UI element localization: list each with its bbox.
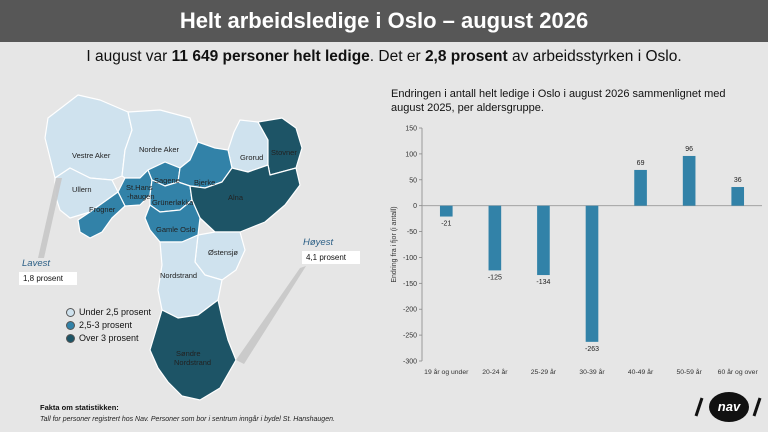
x-tick-label-0: 19 år og under [424,368,469,376]
legend-dot-mid [66,321,75,330]
x-tick-label-4: 40-49 år [628,368,654,376]
label-sondre-1: Søndre [176,349,201,358]
y-tick-label: -100 [403,255,417,262]
x-tick-label-1: 20-24 år [482,368,508,376]
lavest-value: 1,8 prosent [19,272,77,285]
legend-label-high: Over 3 prosent [79,333,139,343]
lavest-label: Lavest [22,258,50,269]
legend-dot-low [66,308,75,317]
y-tick-label: 150 [405,126,417,133]
data-label-3: -263 [585,346,599,353]
label-ullern: Ullern [72,185,92,194]
headline-bold-percent: 2,8 prosent [424,48,508,65]
label-st-hans-1: St.Hans [126,183,153,192]
y-tick-label: -300 [403,359,417,366]
nav-logo: nav [694,392,762,422]
headline-post: av arbeidsstyrken i Oslo. [507,48,682,65]
bar-0 [439,205,453,217]
y-tick-label: -250 [403,333,417,340]
headline-pre: I august var [86,48,172,65]
legend-item-low: Under 2,5 prosent [66,306,151,319]
label-alna: Alna [228,193,244,202]
label-sondre-2: Nordstrand [174,358,211,367]
bar-2 [537,205,550,276]
y-tick-label: 0 [413,203,417,210]
label-grunerlokka: Grünerløkka [152,198,194,207]
data-label-5: 96 [685,146,693,153]
y-axis-label: Endring fra i fjor (i antall) [391,206,398,282]
chart-title: Endringen i antall helt ledige i Oslo i … [391,88,726,114]
label-nordre-aker: Nordre Aker [139,145,180,154]
y-tick-label: 50 [409,177,417,184]
fakta-text: Tall for personer registrert hos Nav. Pe… [40,416,335,423]
district-vestre-aker[interactable] [44,94,133,181]
label-st-hans-2: -haugen [127,192,155,201]
legend-item-mid: 2,5-3 prosent [66,319,151,332]
district-alna[interactable] [189,164,301,233]
label-nordstrand: Nordstrand [160,271,197,280]
x-tick-label-2: 25-29 år [531,368,557,376]
district-frogner[interactable] [77,191,126,239]
legend-item-high: Over 3 prosent [66,332,151,345]
y-tick-label: -50 [407,229,417,236]
y-tick-label: -150 [403,281,417,288]
x-tick-label-5: 50-59 år [676,368,702,376]
y-tick-label: -200 [403,307,417,314]
data-label-4: 69 [637,160,645,167]
headline: I august var 11 649 personer helt ledige… [0,48,768,66]
label-ostensjo: Østensjø [208,248,238,257]
district-sondre-nordstrand[interactable] [149,299,237,401]
svg-text:nav: nav [718,399,741,414]
hoyest-label: Høyest [303,237,334,248]
map-legend: Under 2,5 prosent 2,5-3 prosent Over 3 p… [66,306,151,345]
oslo-district-map: Vestre Aker Nordre Aker Grorud Stovner U… [38,94,306,401]
lavest-pointer [38,178,62,258]
label-grorud: Grorud [240,153,263,162]
header-title-bar: Helt arbeidsledige i Oslo – august 2026 [0,0,768,42]
headline-mid: . Det er [369,48,425,65]
headline-bold-count: 11 649 personer helt ledige [171,48,370,65]
fakta-title: Fakta om statistikken: [40,403,119,412]
data-label-1: -125 [488,274,502,281]
page-title: Helt arbeidsledige i Oslo – august 2026 [179,8,589,33]
label-stovner: Stovner [271,148,297,157]
legend-dot-high [66,334,75,343]
bar-1 [488,205,502,271]
y-tick-label: 100 [405,151,417,158]
label-vestre-aker: Vestre Aker [72,151,111,160]
x-tick-label-6: 60 år og over [718,368,759,376]
hoyest-value: 4,1 prosent [302,251,360,264]
label-bjerke: Bjerke [194,178,215,187]
legend-label-low: Under 2,5 prosent [79,307,152,317]
x-tick-label-3: 30-39 år [579,368,605,376]
age-group-bar-chart: -300 -250 -200 -150 -100 -50 0 50 100 150 Endring … [391,126,762,376]
label-sagene: Sagene [154,176,180,185]
hoyest-pointer [236,266,306,364]
bar-6 [731,187,745,206]
data-label-6: 36 [734,177,742,184]
label-frogner: Frogner [89,205,116,214]
data-label-0: -21 [441,221,451,228]
legend-label-mid: 2,5-3 prosent [79,320,133,330]
bar-5 [682,155,696,206]
data-label-2: -134 [536,279,550,286]
bar-4 [634,169,647,206]
label-gamle-oslo: Gamle Oslo [156,225,196,234]
bar-3 [585,205,599,342]
